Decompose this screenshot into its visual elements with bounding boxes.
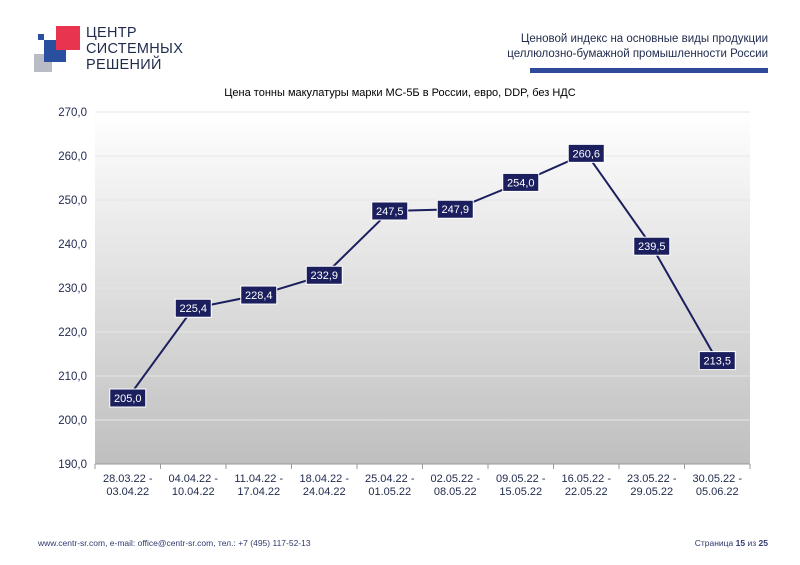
data-label-box bbox=[305, 265, 343, 285]
data-label-box bbox=[371, 201, 409, 221]
data-label-text: 260,6 bbox=[572, 148, 600, 160]
data-label: 232,9 bbox=[305, 265, 343, 285]
y-tick-label: 200,0 bbox=[58, 415, 87, 427]
data-label-text: 239,5 bbox=[638, 241, 666, 253]
data-label-box bbox=[436, 199, 474, 219]
x-tick-label: 02.05.22 -08.05.22 bbox=[430, 473, 480, 498]
data-label-box bbox=[502, 172, 540, 192]
header-title: Ценовой индекс на основные виды продукци… bbox=[507, 32, 768, 62]
footer-page-number: Страница 15 из 25 bbox=[695, 538, 768, 548]
data-label-text: 213,5 bbox=[703, 356, 731, 368]
data-label-box bbox=[174, 298, 212, 318]
y-tick-label: 240,0 bbox=[58, 239, 87, 251]
y-tick-label: 220,0 bbox=[58, 327, 87, 339]
data-label-text: 232,9 bbox=[310, 270, 338, 282]
x-tick-label: 09.05.22 -15.05.22 bbox=[496, 473, 546, 498]
header-accent-bar bbox=[530, 68, 768, 73]
data-label-box bbox=[240, 285, 278, 305]
logo-small-square bbox=[38, 34, 44, 40]
footer-contacts: www.centr-sr.com, e-mail: office@centr-s… bbox=[38, 538, 311, 548]
data-label-text: 225,4 bbox=[179, 303, 207, 315]
logo-line-3: РЕШЕНИЙ bbox=[86, 57, 162, 73]
data-label-text: 254,0 bbox=[507, 177, 535, 189]
logo-line-2: СИСТЕМНЫХ bbox=[86, 41, 184, 57]
data-label-text: 205,0 bbox=[114, 393, 142, 405]
y-tick-label: 190,0 bbox=[58, 459, 87, 471]
data-label-box bbox=[698, 351, 736, 371]
series-line bbox=[126, 152, 719, 399]
data-label-text: 228,4 bbox=[245, 290, 273, 302]
y-tick-label: 230,0 bbox=[58, 283, 87, 295]
data-label: 225,4 bbox=[174, 298, 212, 318]
x-tick-label: 28.03.22 -03.04.22 bbox=[103, 473, 153, 498]
logo-red-square bbox=[56, 26, 80, 50]
page-total: 25 bbox=[758, 538, 768, 548]
page-current: 15 bbox=[735, 538, 746, 548]
header-line-2: целлюлозно-бумажной промышленности Росси… bbox=[507, 48, 768, 60]
data-label-box bbox=[633, 236, 671, 256]
x-tick-label: 04.04.22 -10.04.22 bbox=[168, 473, 218, 498]
data-label-text: 247,5 bbox=[376, 206, 404, 218]
x-tick-label: 11.04.22 -17.04.22 bbox=[234, 473, 283, 498]
header-line-1: Ценовой индекс на основные виды продукци… bbox=[520, 33, 768, 45]
data-label: 254,0 bbox=[502, 172, 540, 192]
company-logo bbox=[34, 22, 184, 78]
x-tick-label: 18.04.22 -24.04.22 bbox=[299, 473, 349, 498]
y-tick-label: 260,0 bbox=[58, 151, 87, 163]
x-tick-label: 25.04.22 -01.05.22 bbox=[365, 473, 415, 498]
data-label: 213,5 bbox=[698, 351, 736, 371]
data-label: 247,9 bbox=[436, 199, 474, 219]
chart-title: Цена тонны макулатуры марки МС-5Б в Росс… bbox=[224, 87, 576, 99]
y-tick-label: 250,0 bbox=[58, 195, 87, 207]
page-separator: из bbox=[747, 538, 757, 548]
x-tick-label: 23.05.22 -29.05.22 bbox=[627, 473, 677, 498]
data-label-text: 247,9 bbox=[441, 204, 469, 216]
y-tick-label: 210,0 bbox=[58, 371, 87, 383]
logo-line-1: ЦЕНТР bbox=[86, 25, 137, 41]
x-tick-label: 30.05.22 -05.06.22 bbox=[692, 473, 742, 498]
x-tick-label: 16.05.22 -22.05.22 bbox=[561, 473, 611, 498]
logo-text: ЦЕНТР СИСТЕМНЫХ РЕШЕНИЙ bbox=[86, 25, 183, 73]
page-prefix: Страница bbox=[694, 538, 734, 548]
data-label-box bbox=[567, 143, 605, 163]
data-label: 260,6 bbox=[567, 143, 605, 163]
y-tick-label: 270,0 bbox=[58, 107, 87, 119]
data-label: 228,4 bbox=[240, 285, 278, 305]
data-label: 205,0 bbox=[109, 388, 147, 408]
data-label: 247,5 bbox=[371, 201, 409, 221]
data-label: 239,5 bbox=[633, 236, 671, 256]
data-label-box bbox=[109, 388, 147, 408]
